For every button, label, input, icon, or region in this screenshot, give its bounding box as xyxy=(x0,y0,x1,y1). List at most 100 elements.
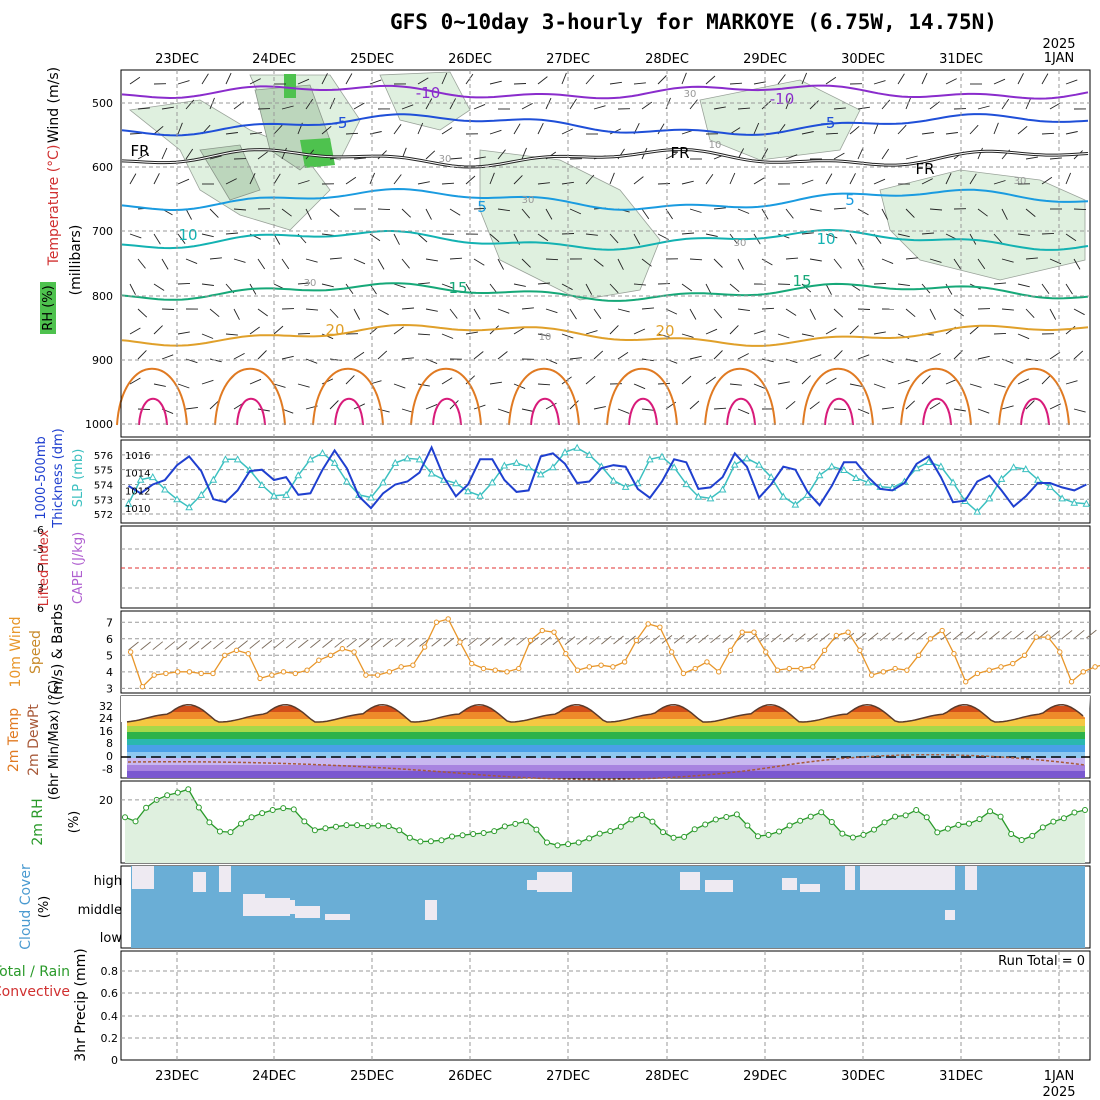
temp-tick-label: -8 xyxy=(102,763,113,776)
wind-barb xyxy=(377,350,388,360)
wind-speed-point xyxy=(469,660,475,667)
wind-barb xyxy=(681,180,694,185)
wind-barb xyxy=(281,208,292,217)
surface-wind-barb xyxy=(613,635,624,645)
rh2m-point xyxy=(449,833,456,840)
wind-barb xyxy=(177,178,190,185)
wind-barb xyxy=(497,208,510,212)
rh2m-point xyxy=(733,811,740,818)
wind-barb xyxy=(497,149,506,160)
wind-speed-point xyxy=(563,650,569,657)
wind-barb xyxy=(537,282,551,285)
wind-barb xyxy=(177,282,191,285)
wind-barb xyxy=(257,258,266,270)
wind-barb xyxy=(257,408,270,412)
temp-color-band xyxy=(127,732,1085,739)
wind-speed-point xyxy=(445,616,451,622)
wind-barb xyxy=(417,282,430,285)
wind-barb xyxy=(929,208,943,211)
wind-barb xyxy=(569,98,577,110)
surface-wind-barb xyxy=(382,638,394,648)
isotherm-20 xyxy=(121,323,1089,347)
wind-barb xyxy=(833,308,844,318)
wind-barb xyxy=(585,283,593,295)
wind-barb xyxy=(273,173,281,185)
slp-point xyxy=(682,480,691,488)
wind-barb xyxy=(449,157,463,160)
wind-barb xyxy=(713,207,726,210)
slp-point xyxy=(403,454,412,462)
wind-barb xyxy=(297,282,311,285)
wind-barb xyxy=(833,258,842,269)
wind-barb xyxy=(345,132,359,135)
surface-wind-barb xyxy=(552,636,564,646)
slp-point xyxy=(924,457,933,465)
rh2m-point xyxy=(501,823,508,830)
rh2m-point xyxy=(892,813,899,820)
wind-barb xyxy=(177,233,186,244)
wind-barb xyxy=(425,403,438,410)
rh2m-point xyxy=(871,826,878,833)
wind-barb xyxy=(281,258,290,270)
slp-point xyxy=(452,479,460,487)
rh2m-point xyxy=(227,829,234,836)
thickness-series xyxy=(127,445,1087,510)
wind-barb xyxy=(417,383,430,387)
wind-barb xyxy=(137,408,151,411)
wind-barb xyxy=(881,208,888,220)
wind-barb xyxy=(873,383,886,389)
rh2m-point xyxy=(691,826,698,833)
isotherm-label: 20 xyxy=(655,322,674,340)
wind-speed-point xyxy=(774,667,781,673)
wind-barb xyxy=(1025,208,1036,217)
wind-barb xyxy=(1073,208,1087,211)
wind-barb xyxy=(929,258,942,263)
wind-speed-point xyxy=(798,665,804,672)
cloud-gap xyxy=(280,900,295,914)
wind-speed-point xyxy=(245,650,251,657)
slp-axis-label: SLP (mb) xyxy=(71,449,86,508)
thickness-tick-label: 572 xyxy=(94,510,113,521)
rh2m-point xyxy=(902,812,909,819)
wind-barb xyxy=(201,283,214,286)
isotherm-30-loop xyxy=(922,397,952,426)
wind-barb xyxy=(401,258,410,269)
wind-barb xyxy=(873,331,886,335)
temp-color-band xyxy=(127,765,1085,771)
wind-barb xyxy=(585,233,598,236)
top-date-label: 24DEC xyxy=(252,52,296,67)
wind-barb xyxy=(713,258,723,268)
temp2m-label: 2m Temp xyxy=(6,708,22,772)
wind-barb xyxy=(393,124,402,135)
wind-barb xyxy=(177,122,183,135)
slp-point xyxy=(1046,482,1054,490)
slp-point xyxy=(985,494,994,502)
precip-convective-label: Convective xyxy=(0,984,70,1000)
rh2m-point xyxy=(1018,836,1025,843)
wind-barb xyxy=(761,148,769,160)
surface-wind-barb xyxy=(152,641,164,651)
rh2m-point xyxy=(301,818,308,825)
top-date-label: 23DEC xyxy=(155,52,199,67)
upper-air-content: -10 -10 -5 -5 FR FR FR 5 5 10 10 15 15 20 20 30 10 30 30 30… xyxy=(116,71,1089,426)
wind-barb xyxy=(137,350,147,360)
rh2m-point xyxy=(881,819,888,826)
wind-barb xyxy=(657,123,665,135)
wind-barb xyxy=(705,75,716,85)
wind-barb xyxy=(473,258,485,266)
wind-barb xyxy=(297,78,310,85)
wind-barb xyxy=(537,76,548,85)
wind-barb xyxy=(753,81,766,85)
wind-barb xyxy=(945,78,957,85)
wind-barb xyxy=(201,233,214,238)
cloud-level-label: high xyxy=(94,874,122,889)
wind-barb xyxy=(177,80,190,85)
surface-wind-barb xyxy=(164,641,176,650)
wind-speed-point xyxy=(880,669,887,675)
slp-point xyxy=(367,493,375,501)
wind-barb xyxy=(489,381,502,385)
wind-speed-point xyxy=(680,670,687,677)
wind-barb xyxy=(329,308,339,319)
wind-speed-point xyxy=(292,670,299,677)
rh-contour-label: 10 xyxy=(539,332,552,343)
